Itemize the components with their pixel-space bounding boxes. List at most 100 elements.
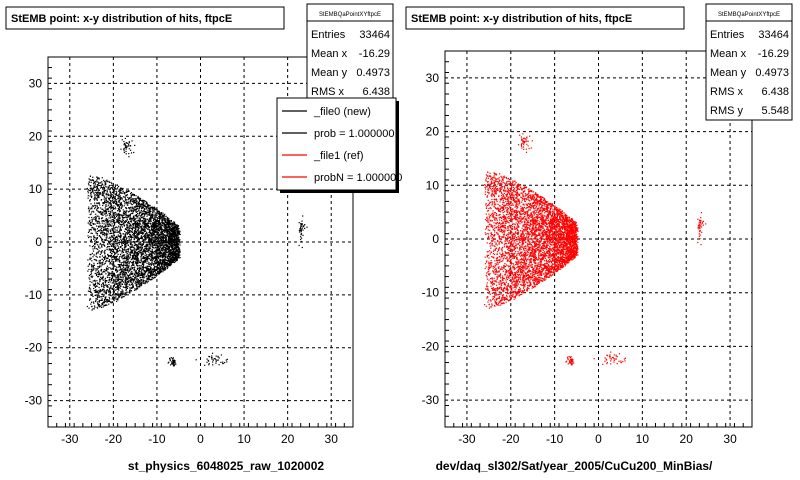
data-point: [94, 196, 96, 198]
data-point: [109, 243, 112, 245]
data-point: [132, 200, 134, 202]
data-point: [89, 280, 91, 283]
data-point: [168, 232, 170, 234]
data-point: [123, 222, 125, 224]
data-point: [129, 235, 131, 237]
data-point: [159, 266, 161, 269]
data-point: [153, 209, 155, 211]
data-point: [151, 251, 153, 253]
data-point: [163, 267, 165, 269]
data-point: [152, 242, 154, 244]
data-point: [89, 290, 92, 292]
data-point: [97, 192, 99, 194]
data-point: [112, 262, 114, 264]
data-point: [93, 181, 96, 183]
data-point: [126, 217, 128, 219]
data-point: [131, 270, 133, 273]
data-point: [117, 250, 119, 252]
data-point: [134, 231, 136, 233]
data-point: [131, 244, 133, 246]
data-point: [94, 306, 96, 308]
data-point: [155, 262, 157, 264]
data-point: [165, 238, 167, 240]
data-point: [120, 197, 122, 199]
data-point: [164, 269, 166, 271]
data-point: [96, 238, 98, 240]
data-point: [127, 214, 130, 217]
data-point: [178, 243, 180, 245]
data-point: [139, 230, 141, 232]
data-point: [125, 260, 127, 262]
data-point: [104, 277, 106, 279]
data-point: [134, 206, 136, 208]
data-point: [96, 280, 98, 282]
data-point: [115, 235, 118, 238]
data-point: [129, 289, 131, 291]
data-point: [124, 246, 126, 248]
data-point: [132, 281, 134, 283]
data-point: [154, 231, 156, 233]
data-point: [123, 296, 125, 298]
data-point: [142, 222, 144, 224]
data-point: [163, 242, 165, 244]
data-point: [109, 189, 111, 191]
data-point: [140, 257, 142, 259]
data-point: [107, 225, 109, 228]
data-point: [177, 237, 179, 239]
data-point: [131, 249, 133, 251]
data-point: [164, 249, 167, 251]
data-point: [143, 215, 145, 217]
data-point: [98, 273, 100, 275]
data-point: [127, 241, 129, 243]
data-point: [124, 270, 126, 272]
data-point: [160, 213, 162, 215]
data-point: [133, 239, 135, 241]
data-point: [123, 212, 126, 215]
data-point: [130, 238, 132, 240]
data-point: [148, 234, 150, 236]
data-point: [125, 289, 127, 292]
data-point: [127, 236, 129, 238]
data-point: [139, 283, 141, 285]
data-point: [99, 204, 101, 206]
data-point: [165, 254, 167, 256]
data-point: [162, 263, 164, 265]
data-point: [111, 250, 113, 252]
data-point: [154, 265, 156, 267]
data-point: [108, 255, 110, 257]
data-point: [161, 250, 163, 252]
data-point: [129, 231, 131, 233]
data-point: [92, 269, 95, 271]
data-point: [149, 233, 151, 235]
data-point: [117, 276, 119, 278]
data-point: [131, 265, 133, 267]
data-point: [141, 207, 144, 209]
data-point: [175, 245, 177, 247]
data-point: [151, 277, 153, 279]
data-point: [110, 217, 112, 219]
data-point: [105, 212, 107, 214]
data-point: [136, 287, 138, 289]
data-point: [103, 233, 105, 236]
data-point: [164, 220, 166, 222]
data-point: [105, 224, 107, 226]
data-point: [155, 238, 157, 240]
data-point: [117, 231, 119, 233]
data-point: [106, 285, 109, 287]
data-point: [105, 239, 107, 242]
data-point: [126, 226, 128, 228]
data-point: [104, 210, 106, 212]
data-point: [87, 290, 89, 292]
data-point: [132, 254, 134, 256]
data-point: [114, 240, 116, 242]
data-point: [136, 260, 138, 262]
data-point: [150, 257, 152, 259]
data-point: [109, 272, 111, 275]
data-point: [93, 264, 95, 266]
data-point: [100, 211, 102, 213]
data-point: [118, 246, 120, 248]
data-point: [158, 251, 161, 253]
data-point: [129, 257, 131, 259]
x-tick-label: 30: [325, 432, 339, 446]
data-point: [138, 259, 140, 261]
